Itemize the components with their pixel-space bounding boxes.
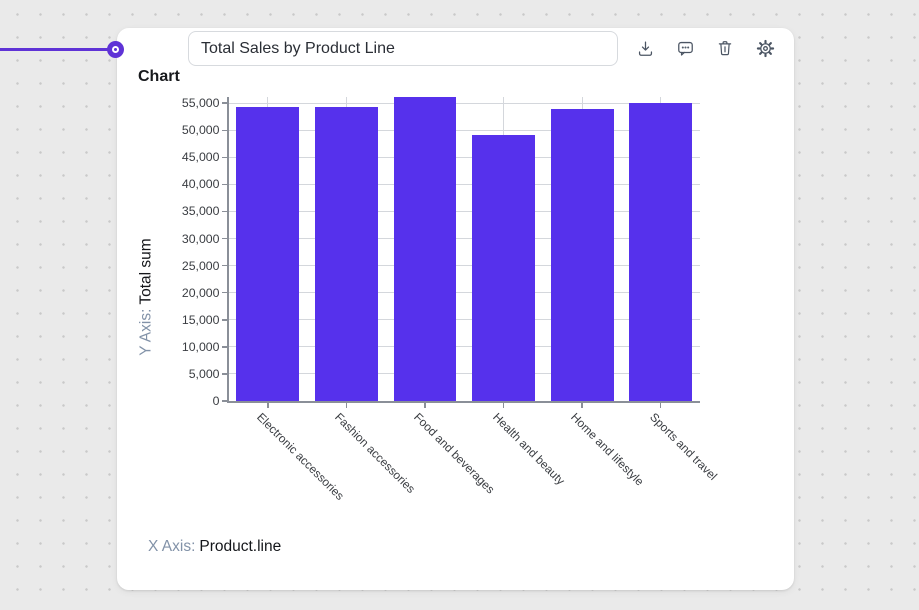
x-axis-tick bbox=[424, 402, 426, 408]
x-axis-prefix: X Axis: bbox=[148, 538, 196, 555]
y-axis-tick bbox=[221, 102, 227, 104]
y-axis-tick bbox=[221, 210, 227, 213]
y-gridline bbox=[228, 238, 700, 240]
y-tick-label: 25,000 bbox=[181, 258, 220, 273]
y-tick-label: 0 bbox=[212, 394, 220, 408]
bar[interactable] bbox=[393, 97, 457, 401]
y-gridline bbox=[228, 102, 700, 104]
x-axis-tick bbox=[659, 402, 662, 408]
y-tick-label: 30,000 bbox=[181, 231, 220, 246]
node-port-ring bbox=[111, 45, 120, 54]
y-axis-tick bbox=[221, 237, 227, 240]
x-axis-title[interactable]: X Axis: Product.line bbox=[148, 537, 281, 556]
y-axis-tick bbox=[221, 400, 227, 402]
y-tick-label: 50,000 bbox=[181, 123, 220, 138]
cell-toolbar bbox=[631, 34, 779, 62]
y-tick-label: 15,000 bbox=[181, 312, 220, 327]
x-axis-tick bbox=[581, 402, 583, 408]
y-tick-label: 35,000 bbox=[181, 204, 220, 219]
bar[interactable] bbox=[629, 102, 693, 401]
y-axis-tick bbox=[221, 346, 227, 348]
y-tick-label: 5,000 bbox=[188, 366, 220, 381]
y-tick-label: 55,000 bbox=[181, 96, 220, 111]
y-axis-tick bbox=[221, 129, 227, 132]
download-icon bbox=[638, 41, 652, 56]
category-label: Food and beverages bbox=[411, 410, 498, 497]
y-gridline bbox=[228, 129, 700, 131]
comment-button[interactable] bbox=[671, 34, 699, 62]
y-tick-label: 20,000 bbox=[181, 285, 220, 300]
trash-icon bbox=[718, 41, 732, 56]
x-axis-tick bbox=[345, 402, 348, 408]
chart-cell-card: Chart bbox=[117, 28, 794, 590]
y-tick-label: 45,000 bbox=[181, 150, 220, 165]
cell-type-label: Chart bbox=[138, 68, 180, 85]
y-axis-tick bbox=[221, 264, 227, 267]
delete-button[interactable] bbox=[711, 34, 739, 62]
y-axis-tick bbox=[221, 291, 227, 294]
gear-icon bbox=[756, 39, 774, 57]
x-axis-tick bbox=[267, 402, 269, 408]
node-port-core bbox=[114, 48, 117, 51]
y-gridline bbox=[228, 210, 700, 212]
x-axis-tick bbox=[502, 402, 505, 408]
category-label: Fashion accessories bbox=[332, 410, 419, 496]
y-gridline bbox=[228, 292, 700, 294]
node-connector-line bbox=[0, 48, 116, 51]
y-gridline bbox=[228, 373, 700, 375]
y-gridline bbox=[228, 346, 700, 348]
y-gridline bbox=[228, 265, 700, 267]
x-axis-line bbox=[227, 401, 700, 403]
bar[interactable] bbox=[314, 106, 378, 401]
category-label: Sports and travel bbox=[646, 410, 720, 483]
comment-icon bbox=[677, 41, 693, 56]
y-gridline bbox=[228, 319, 700, 321]
y-tick-label: 10,000 bbox=[181, 339, 220, 354]
y-tick-label: 40,000 bbox=[181, 177, 220, 192]
bar[interactable] bbox=[236, 106, 300, 401]
y-axis-tick bbox=[221, 156, 227, 159]
category-label: Home and lifestyle bbox=[568, 410, 647, 489]
bar[interactable] bbox=[472, 134, 535, 401]
settings-button[interactable] bbox=[751, 34, 779, 62]
bar[interactable] bbox=[550, 109, 614, 401]
chart-title-input[interactable] bbox=[188, 31, 618, 66]
bar-chart-plot-area: 0 5,000 10,000 15,000 20,000 25,000 30,000 35,0… bbox=[182, 96, 720, 503]
category-label: Health and beauty bbox=[489, 410, 568, 488]
x-axis-field: Product.line bbox=[199, 538, 282, 555]
y-gridline bbox=[228, 183, 700, 185]
y-axis-tick bbox=[221, 319, 227, 321]
category-label: Electronic accessories bbox=[253, 410, 347, 503]
y-axis-tick bbox=[221, 183, 227, 186]
y-axis-line bbox=[227, 97, 229, 401]
y-axis-tick bbox=[221, 373, 227, 375]
download-button[interactable] bbox=[631, 34, 659, 62]
node-port-dot[interactable] bbox=[107, 41, 124, 58]
y-gridline bbox=[228, 156, 700, 158]
